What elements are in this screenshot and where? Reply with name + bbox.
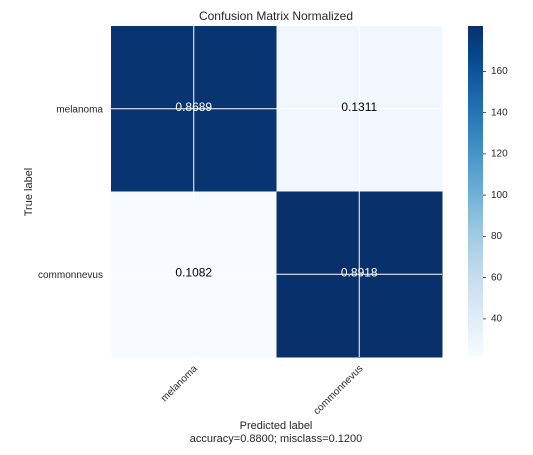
cell-label-1-0: 0.1082 (175, 265, 212, 279)
x-axis-label: Predicted label (240, 420, 313, 432)
cell-label-1-1: 0.8918 (341, 265, 378, 279)
x-tick-labels: melanoma commonnevus (159, 363, 365, 417)
y-tick-label: commonnevus (38, 270, 103, 281)
colorbar-tick-label: 160 (491, 66, 508, 77)
chart-title: Confusion Matrix Normalized (199, 9, 353, 23)
colorbar-ticks: 40 60 80 100 120 140 160 (483, 66, 508, 325)
x-axis-sublabel: accuracy=0.8800; misclass=0.1200 (190, 433, 362, 445)
matrix-grid (111, 26, 442, 357)
y-axis-label: True label (23, 168, 35, 217)
cell-label-0-1: 0.1311 (341, 100, 377, 114)
colorbar (468, 26, 483, 356)
colorbar-tick-label: 140 (491, 107, 508, 118)
colorbar-tick-label: 60 (491, 272, 503, 283)
colorbar-tick-label: 120 (491, 149, 508, 160)
x-tick-label: commonnevus (312, 363, 366, 417)
y-tick-labels: melanoma commonnevus (38, 104, 103, 281)
cell-label-0-0: 0.8689 (175, 100, 212, 114)
x-tick-label: melanoma (159, 363, 200, 404)
colorbar-tick-label: 100 (491, 190, 508, 201)
matrix-cell-labels: 0.8689 0.1311 0.1082 0.8918 (175, 100, 378, 280)
colorbar-tick-label: 80 (491, 231, 503, 242)
colorbar-tick-label: 40 (491, 314, 503, 325)
y-tick-label: melanoma (56, 104, 103, 115)
matrix-cells (111, 26, 443, 358)
